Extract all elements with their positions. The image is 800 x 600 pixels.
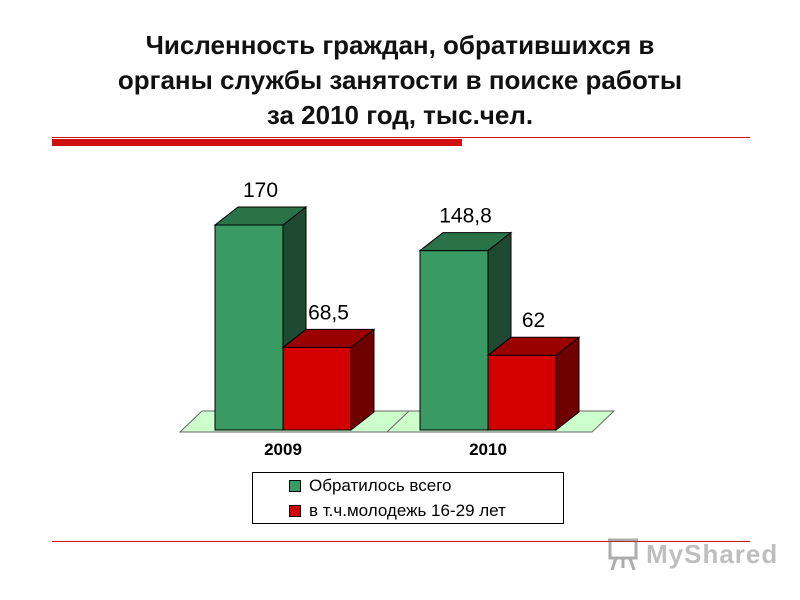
category-label-2010: 2010 [469,440,507,459]
legend-label-youth: в т.ч.молодежь 16-29 лет [309,501,506,520]
bar-youth-2010 [487,354,557,431]
bar-total-2009 [214,224,284,431]
title-line-2: органы службы занятости в поиске работы [117,65,683,95]
bar-youth-2010-top [486,336,581,356]
footer-divider [52,541,750,542]
bar-total-2010 [419,250,489,431]
title-divider-thick [52,139,462,146]
bar-youth-2009-top [281,328,376,348]
bar-total-2010-top [418,232,513,252]
value-label-youth-2010: 62 [522,309,545,332]
floor-divider [386,410,410,433]
legend-item-youth: в т.ч.молодежь 16-29 лет [289,500,506,522]
legend-item-total: Обратилось всего [289,475,452,497]
legend-swatch-total [289,480,301,492]
watermark: MyShared [606,536,778,572]
title-divider-thin [52,137,750,138]
chart-legend: Обратилось всего в т.ч.молодежь 16-29 ле… [252,472,564,524]
bar-youth-2009 [282,346,352,431]
value-label-youth-2009: 68,5 [308,301,349,324]
value-label-total-2010: 148,8 [439,205,492,228]
title-line-1: Численность граждан, обратившихся в [145,30,655,60]
presentation-board-icon [608,538,638,571]
slide-title: Численность граждан, обратившихся в орга… [40,28,760,133]
bar-total-2009-top [213,206,308,226]
watermark-text: MyShared [646,538,779,569]
value-label-total-2009: 170 [243,179,278,202]
title-line-3: за 2010 год, тыс.чел. [266,100,534,130]
category-label-2009: 2009 [264,440,302,459]
legend-label-total: Обратилось всего [309,476,452,495]
legend-swatch-youth [289,505,301,517]
